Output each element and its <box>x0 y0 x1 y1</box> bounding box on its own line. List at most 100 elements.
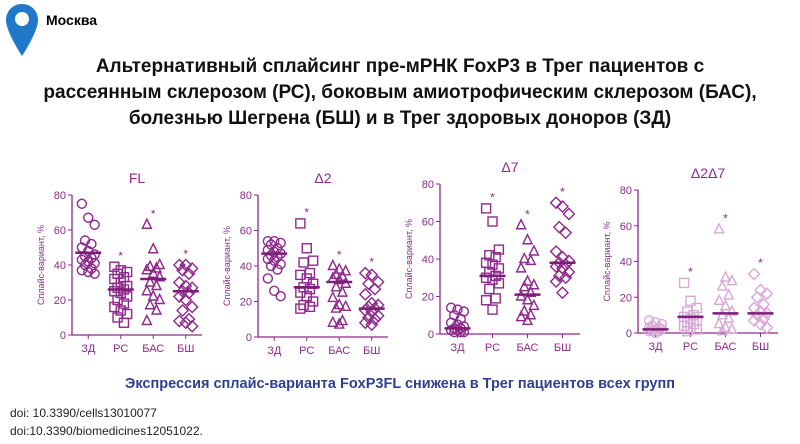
data-point-square <box>295 218 306 229</box>
data-point-square <box>121 308 133 320</box>
data-point-triangle <box>525 285 537 297</box>
data-point-square <box>484 283 495 295</box>
doi-2: doi:10.3390/biomedicines12051022. <box>10 424 203 438</box>
data-point-triangle <box>340 264 352 276</box>
data-point-square <box>115 305 126 316</box>
data-point-circle <box>275 237 286 249</box>
data-point-triangle <box>333 317 345 329</box>
data-point-circle <box>643 315 655 326</box>
data-point-square <box>115 265 126 276</box>
data-point-square <box>109 273 120 285</box>
data-point-diamond <box>750 290 764 304</box>
data-point-triangle <box>141 263 153 275</box>
data-point-square <box>480 272 492 283</box>
data-point-square <box>490 293 501 304</box>
data-point-square <box>487 304 498 315</box>
data-point-diamond <box>368 312 382 326</box>
data-point-square <box>678 277 690 289</box>
x-tick-label: ЗД <box>648 341 663 353</box>
chart-2: Δ2 0 20 40 60 80 Сплайс-вариант, % ЗД РС * БАС * БШ * <box>222 170 388 357</box>
y-tick-label: 0 <box>246 332 252 344</box>
data-point-triangle <box>713 293 725 306</box>
y-tick-label: 20 <box>240 297 252 309</box>
data-point-circle <box>452 304 463 315</box>
data-point-circle <box>269 285 280 297</box>
y-tick-label: 40 <box>240 261 252 273</box>
data-point-square <box>304 267 316 279</box>
data-point-triangle <box>141 217 153 229</box>
significance-star: * <box>560 185 565 199</box>
y-tick-label: 80 <box>54 190 66 202</box>
data-point-triangle <box>716 279 728 291</box>
data-point-square <box>115 277 126 288</box>
significance-star: * <box>369 255 374 269</box>
data-point-diamond <box>754 317 767 331</box>
data-point-square <box>298 257 309 268</box>
data-point-triangle <box>141 313 153 326</box>
data-point-circle <box>275 290 286 302</box>
data-point-diamond <box>172 290 186 303</box>
conclusion-text: Экспрессия сплайс-варианта FoxP3FL сниже… <box>125 376 675 392</box>
y-tick-label: 40 <box>620 257 632 269</box>
data-point-square <box>487 216 498 227</box>
data-point-diamond <box>549 275 563 288</box>
chart-4: Δ2Δ7 0 20 40 60 80 Сплайс-вариант, % ЗД РС * БАС * Б… <box>602 165 778 353</box>
data-point-circle <box>76 265 88 276</box>
x-tick-label: БШ <box>363 345 380 357</box>
data-point-diamond <box>747 267 761 281</box>
data-point-triangle <box>515 261 527 273</box>
data-point-triangle <box>521 313 534 326</box>
title-line: Альтернативный сплайсинг пре-мРНК FoxP3 … <box>95 56 705 77</box>
y-axis-label: Сплайс-вариант, % <box>602 222 612 302</box>
chart-title: Δ7 <box>501 160 518 175</box>
data-point-diamond <box>185 281 199 295</box>
x-tick-label: БАС <box>516 342 538 354</box>
x-tick-label: РС <box>113 343 128 355</box>
significance-star: * <box>758 256 763 270</box>
y-axis-label: Сплайс-вариант, % <box>222 226 232 306</box>
x-tick-label: ЗД <box>81 343 96 355</box>
y-tick-label: 60 <box>240 226 252 238</box>
data-point-diamond <box>185 262 199 275</box>
data-point-diamond <box>562 207 576 221</box>
y-tick-label: 40 <box>422 254 434 266</box>
data-point-circle <box>86 263 97 274</box>
y-tick-label: 20 <box>54 295 66 307</box>
data-point-triangle <box>327 290 339 303</box>
x-tick-label: БШ <box>752 341 769 353</box>
y-tick-label: 60 <box>54 225 66 237</box>
data-point-triangle <box>528 298 540 311</box>
chart-title: Δ2 <box>314 170 331 186</box>
data-point-square <box>295 269 306 281</box>
data-point-circle <box>275 259 286 270</box>
slide-title: Альтернативный сплайсинг пре-мРНК FoxP3 … <box>40 54 760 132</box>
data-point-square <box>109 261 120 272</box>
x-tick-label: ЗД <box>267 345 282 357</box>
data-point-square <box>295 287 306 298</box>
significance-star: * <box>490 190 495 204</box>
data-point-triangle <box>719 299 732 311</box>
x-tick-label: БШ <box>177 343 194 355</box>
data-point-diamond <box>368 282 382 296</box>
data-point-diamond <box>549 245 563 258</box>
data-point-triangle <box>327 315 339 328</box>
data-point-square <box>118 317 130 328</box>
data-point-square <box>301 273 312 284</box>
data-point-triangle <box>154 292 166 305</box>
data-point-triangle <box>147 242 159 254</box>
data-point-triangle <box>713 316 725 329</box>
data-point-diamond <box>176 263 190 277</box>
data-point-circle <box>262 273 274 284</box>
data-point-triangle <box>327 258 339 271</box>
data-point-square <box>298 299 309 311</box>
data-point-square <box>307 255 319 266</box>
data-point-triangle <box>518 251 530 264</box>
data-point-diamond <box>559 226 573 240</box>
x-tick-label: РС <box>485 342 500 354</box>
significance-star: * <box>118 249 123 263</box>
data-point-triangle <box>340 299 352 312</box>
significance-star: * <box>304 205 309 219</box>
data-point-triangle <box>723 311 735 323</box>
data-point-square <box>678 320 690 332</box>
data-point-square <box>493 244 505 255</box>
